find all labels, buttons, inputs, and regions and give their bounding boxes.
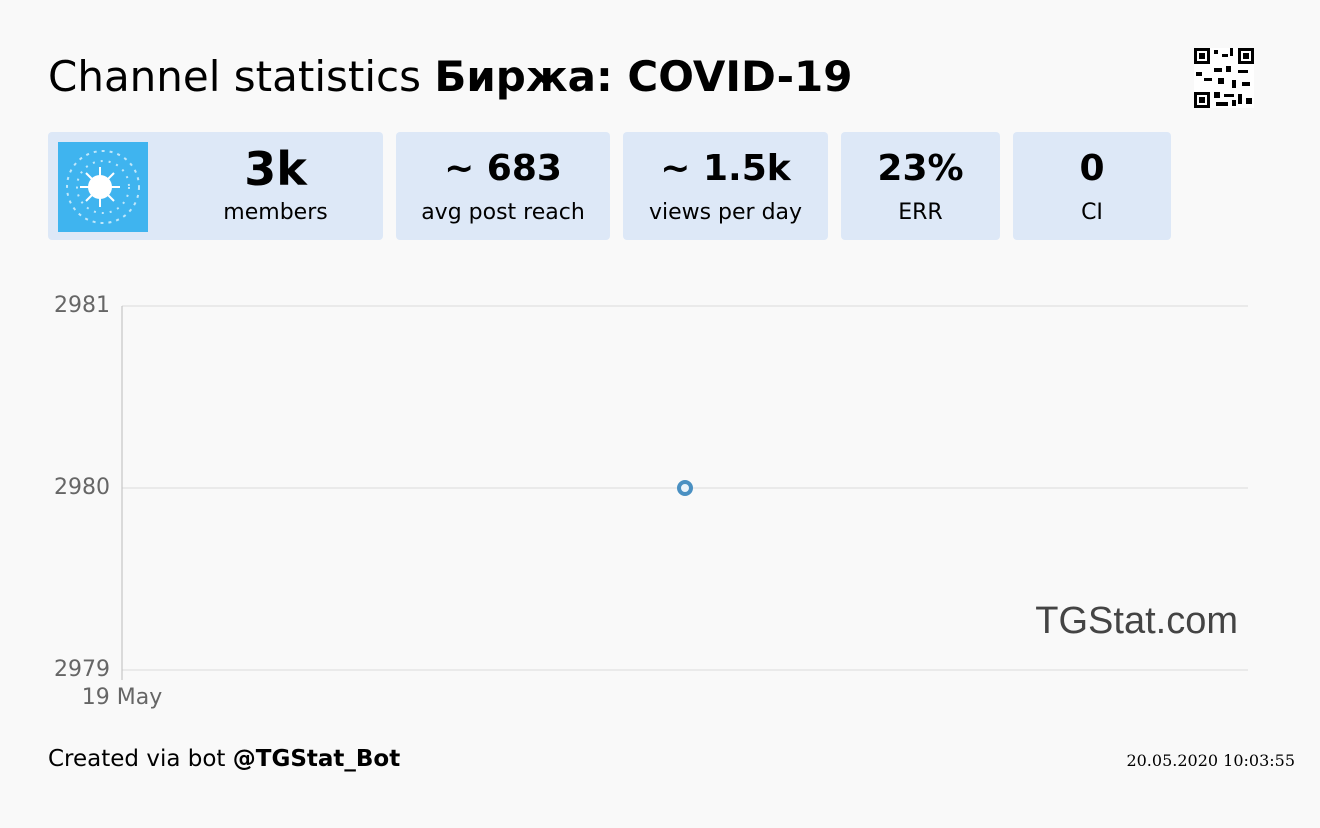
stat-label: avg post reach — [421, 200, 585, 225]
timestamp: 20.05.2020 10:03:55 — [1126, 751, 1295, 770]
y-tick-label: 2979 — [54, 657, 110, 682]
x-tick-label: 19 May — [82, 685, 162, 710]
stat-value: 0 — [1079, 148, 1105, 189]
y-tick-label: 2980 — [54, 475, 110, 500]
stat-label: members — [223, 200, 328, 225]
footer: Created via bot @TGStat_Bot — [48, 746, 400, 772]
title: Channel statistics Биржа: COVID-19 — [48, 52, 852, 101]
stat-card: 3k members — [48, 132, 383, 240]
stat-card: 23% ERR — [841, 132, 1000, 240]
stat-card: 0 CI — [1013, 132, 1171, 240]
stat-label: ERR — [898, 200, 943, 225]
qr-code — [1194, 48, 1254, 108]
title-text: Channel statistics — [48, 52, 421, 101]
stat-value: 3k — [244, 142, 307, 196]
channel-avatar — [58, 142, 148, 232]
stat-card: ~ 683 avg post reach — [396, 132, 610, 240]
data-point — [677, 480, 693, 496]
stat-value: ~ 1.5k — [660, 148, 791, 189]
footer-text: Created via bot — [48, 746, 226, 772]
watermark: TGStat.com — [1035, 600, 1238, 642]
stat-card: ~ 1.5k views per day — [623, 132, 828, 240]
stat-value: ~ 683 — [444, 148, 562, 189]
stat-label: views per day — [648, 200, 803, 225]
chart: TGStat.com 2979 2980 2981 19 May — [54, 293, 1248, 710]
stat-value: 23% — [877, 148, 964, 189]
bot-name: @TGStat_Bot — [232, 746, 401, 772]
channel-name: Биржа: COVID-19 — [434, 52, 853, 101]
y-tick-label: 2981 — [54, 293, 110, 318]
stat-label: CI — [1081, 200, 1103, 225]
